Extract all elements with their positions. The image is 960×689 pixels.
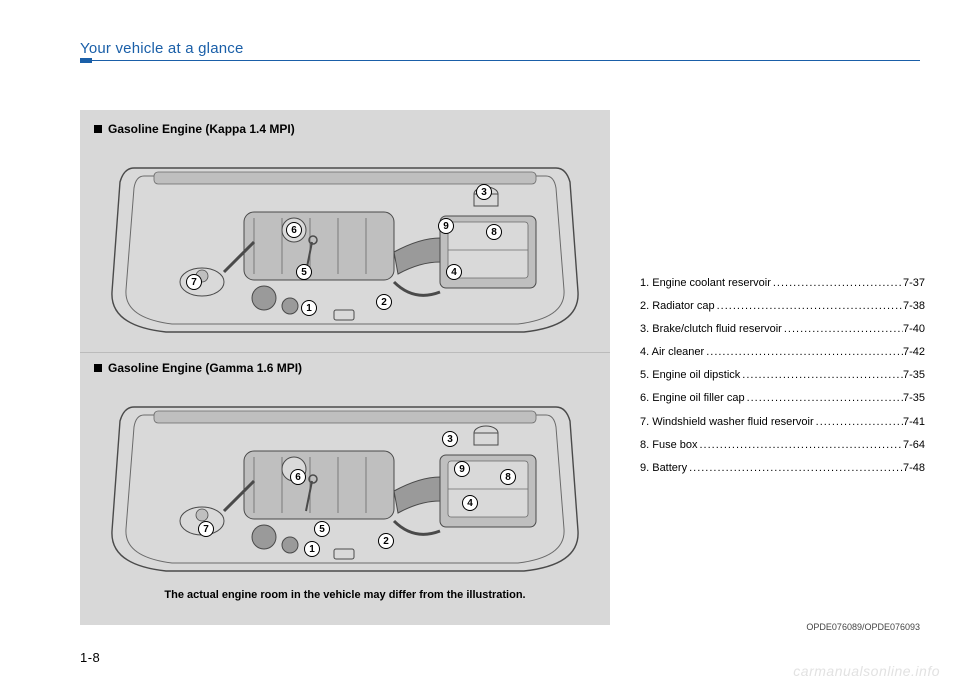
leader-dots — [740, 364, 903, 387]
legend-item: 3. Brake/clutch fluid reservoir 7-40 — [640, 318, 925, 341]
engine-diagram-gamma: 1 2 3 4 5 6 7 8 9 — [94, 381, 596, 581]
legend-item-page: 7-35 — [903, 387, 925, 410]
leader-dots — [782, 318, 903, 341]
leader-dots — [704, 341, 903, 364]
leader-dots — [745, 387, 903, 410]
legend-item-label: 4. Air cleaner — [640, 341, 704, 364]
legend-item-page: 7-40 — [903, 318, 925, 341]
callout-bubble: 5 — [314, 521, 330, 537]
watermark: carmanualsonline.info — [793, 663, 940, 679]
image-reference-code: OPDE076089/OPDE076093 — [806, 622, 920, 632]
legend-item-label: 3. Brake/clutch fluid reservoir — [640, 318, 782, 341]
legend-item: 8. Fuse box 7-64 — [640, 434, 925, 457]
legend-list: 1. Engine coolant reservoir 7-372. Radia… — [640, 272, 925, 480]
legend-item: 6. Engine oil filler cap 7-35 — [640, 387, 925, 410]
callout-bubble: 4 — [446, 264, 462, 280]
legend-item: 9. Battery 7-48 — [640, 457, 925, 480]
callout-bubble: 3 — [476, 184, 492, 200]
page-number: 1-8 — [80, 650, 100, 665]
legend-item-page: 7-38 — [903, 295, 925, 318]
callout-bubble: 8 — [500, 469, 516, 485]
legend-item: 4. Air cleaner 7-42 — [640, 341, 925, 364]
legend-item: 1. Engine coolant reservoir 7-37 — [640, 272, 925, 295]
panel-label-text: Gasoline Engine (Kappa 1.4 MPI) — [108, 122, 295, 136]
leader-dots — [687, 457, 903, 480]
engine-caption: The actual engine room in the vehicle ma… — [94, 589, 596, 601]
callout-bubble: 2 — [378, 533, 394, 549]
callout-bubble: 6 — [290, 469, 306, 485]
engine-diagram-kappa: 1 2 3 4 5 6 7 8 9 — [94, 142, 596, 342]
panel-label-gamma: Gasoline Engine (Gamma 1.6 MPI) — [94, 361, 596, 375]
legend-item-label: 5. Engine oil dipstick — [640, 364, 740, 387]
legend-item-label: 6. Engine oil filler cap — [640, 387, 745, 410]
callout-bubble: 7 — [198, 521, 214, 537]
leader-dots — [771, 272, 903, 295]
callout-bubble: 1 — [304, 541, 320, 557]
engine-panels: Gasoline Engine (Kappa 1.4 MPI) 1 2 3 4 5 6 7 8… — [80, 110, 610, 625]
legend-item-page: 7-48 — [903, 457, 925, 480]
legend-item-label: 9. Battery — [640, 457, 687, 480]
legend-item: 5. Engine oil dipstick 7-35 — [640, 364, 925, 387]
legend-item: 2. Radiator cap 7-38 — [640, 295, 925, 318]
callout-bubble: 9 — [438, 218, 454, 234]
callout-bubble: 2 — [376, 294, 392, 310]
leader-dots — [715, 295, 903, 318]
panel-separator — [80, 352, 610, 353]
legend-item-page: 7-37 — [903, 272, 925, 295]
panel-label-kappa: Gasoline Engine (Kappa 1.4 MPI) — [94, 122, 596, 136]
callout-bubble: 3 — [442, 431, 458, 447]
callout-bubble: 5 — [296, 264, 312, 280]
legend-item-page: 7-42 — [903, 341, 925, 364]
callout-bubble: 1 — [301, 300, 317, 316]
section-title: Your vehicle at a glance — [80, 40, 244, 57]
legend-item: 7. Windshield washer fluid reservoir 7-4… — [640, 411, 925, 434]
callout-bubble: 6 — [286, 222, 302, 238]
callout-bubble: 8 — [486, 224, 502, 240]
square-bullet-icon — [94, 125, 102, 133]
header-tick — [80, 58, 92, 63]
legend-item-label: 2. Radiator cap — [640, 295, 715, 318]
legend-item-page: 7-35 — [903, 364, 925, 387]
legend-item-label: 1. Engine coolant reservoir — [640, 272, 771, 295]
header-rule — [80, 60, 920, 61]
callout-bubble: 7 — [186, 274, 202, 290]
leader-dots — [697, 434, 902, 457]
legend-item-page: 7-64 — [903, 434, 925, 457]
panel-label-text: Gasoline Engine (Gamma 1.6 MPI) — [108, 361, 302, 375]
legend-item-label: 8. Fuse box — [640, 434, 697, 457]
leader-dots — [814, 411, 903, 434]
callout-bubble: 4 — [462, 495, 478, 511]
legend-item-page: 7-41 — [903, 411, 925, 434]
square-bullet-icon — [94, 364, 102, 372]
callout-bubble: 9 — [454, 461, 470, 477]
legend-item-label: 7. Windshield washer fluid reservoir — [640, 411, 814, 434]
